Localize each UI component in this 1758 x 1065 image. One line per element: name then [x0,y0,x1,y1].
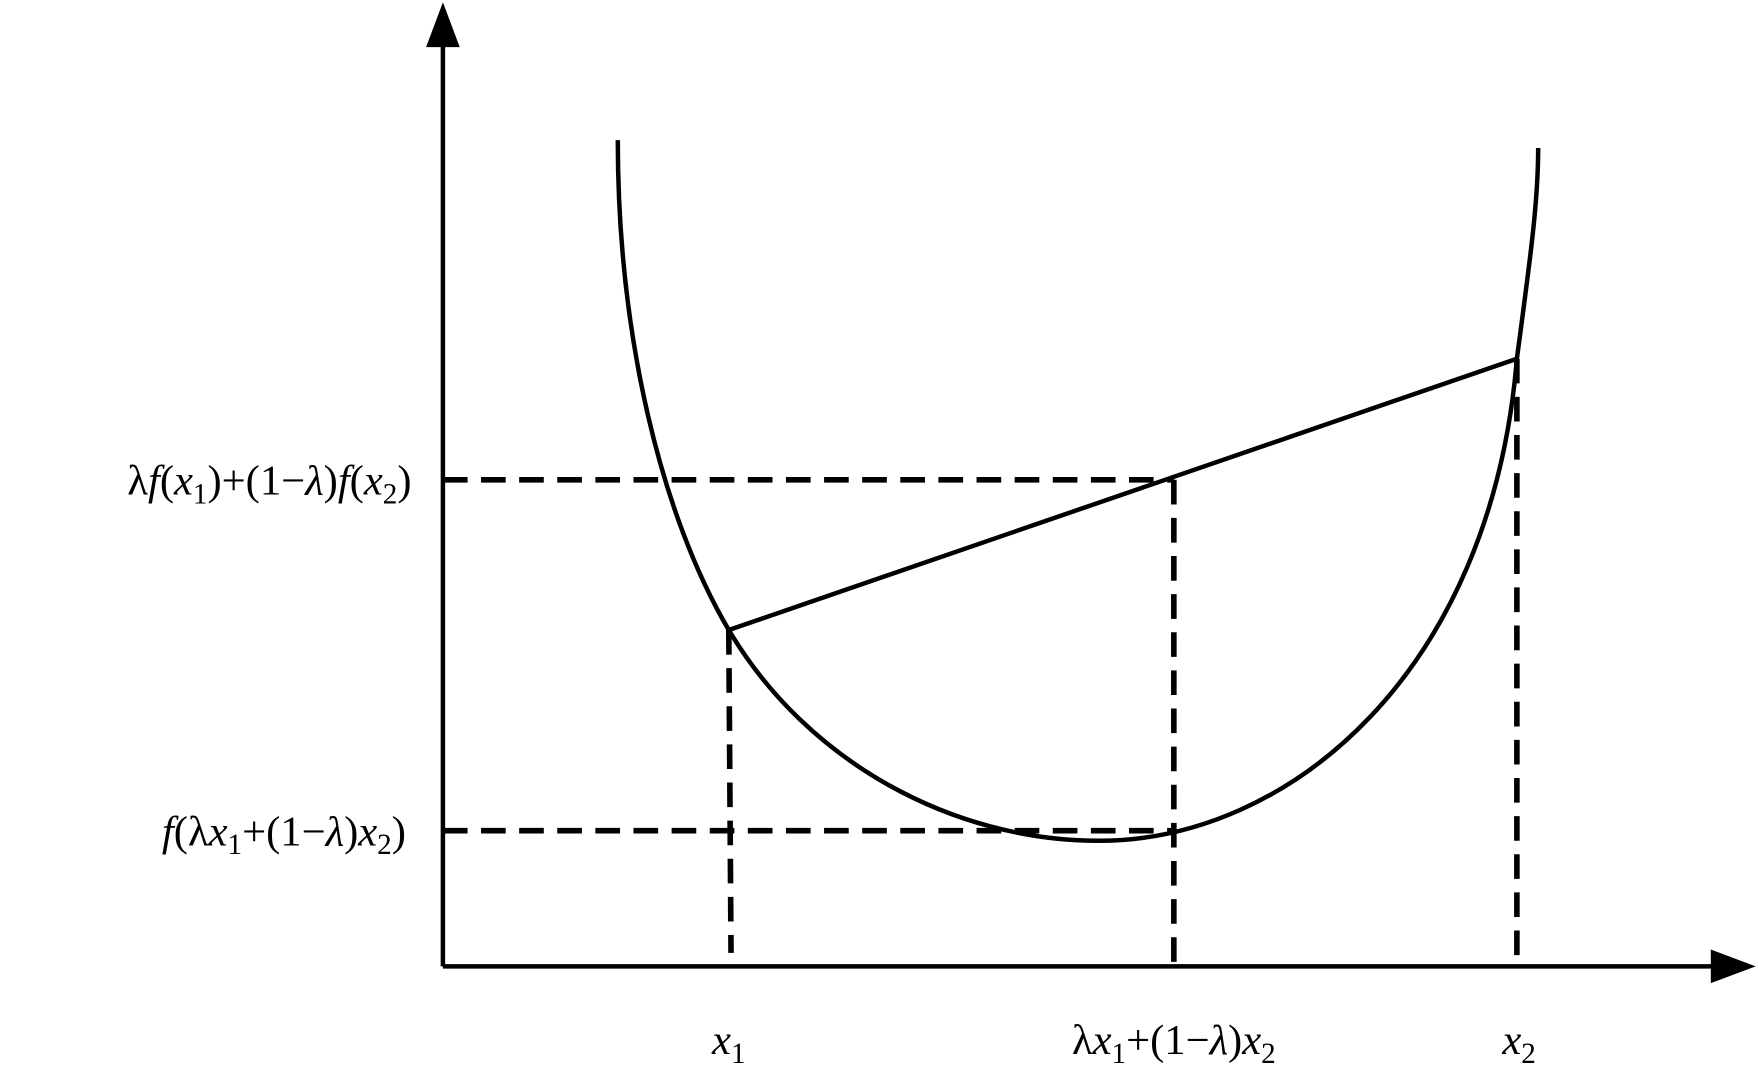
chord [728,356,1518,633]
label-run: 2 [1261,1038,1276,1065]
label-run: (λ [174,808,209,855]
label-run: λ [1072,1017,1093,1064]
label-run: ) [1228,1017,1242,1064]
label-run: +(1− [1126,1017,1210,1064]
label-run: x [1092,1017,1112,1064]
label-run: x [208,808,228,855]
label-run: x [363,457,383,504]
label-run: ) [344,808,358,855]
label-run: 2 [377,829,392,861]
label-run: ( [350,457,364,504]
label-run: 2 [383,478,398,510]
label-run: λ [1208,1017,1228,1064]
label-run: ) [397,457,411,504]
label-run: ) [324,457,338,504]
label-run: x [711,1017,731,1064]
axis-label: x2 [1501,1017,1535,1065]
label-run: x [1241,1017,1261,1064]
labels: λf(x1)+(1−λ)f(x2)f(λx1+(1−λ)x2)x1 λx1+(1−… [127,457,1536,1065]
label-run: x [1501,1017,1521,1064]
convex-curve [615,140,1541,844]
label-run: x [357,808,377,855]
axis-label: x1 [711,1017,745,1065]
label-run: )+(1− [207,457,305,504]
x-arrow [1710,949,1756,984]
label-run: 2 [1521,1038,1536,1065]
label-run: λ [303,457,323,504]
axis-label: λx1+(1−λ)x2 [1072,1017,1276,1065]
label-run: x [173,457,193,504]
label-run: λ [324,808,344,855]
dashed-guide [725,630,734,953]
axis-label: f(λx1+(1−λ)x2) [162,808,406,861]
label-run: 1 [193,478,208,510]
label-run: ( [160,457,174,504]
label-run: 1 [731,1038,746,1065]
label-run: ) [392,808,406,855]
label-run: λ [127,457,148,504]
y-arrow [426,2,460,48]
label-run: 1 [228,829,243,861]
label-run: 1 [1112,1038,1127,1065]
axis-label: λf(x1)+(1−λ)f(x2) [127,457,411,510]
label-run: +(1− [242,808,326,855]
